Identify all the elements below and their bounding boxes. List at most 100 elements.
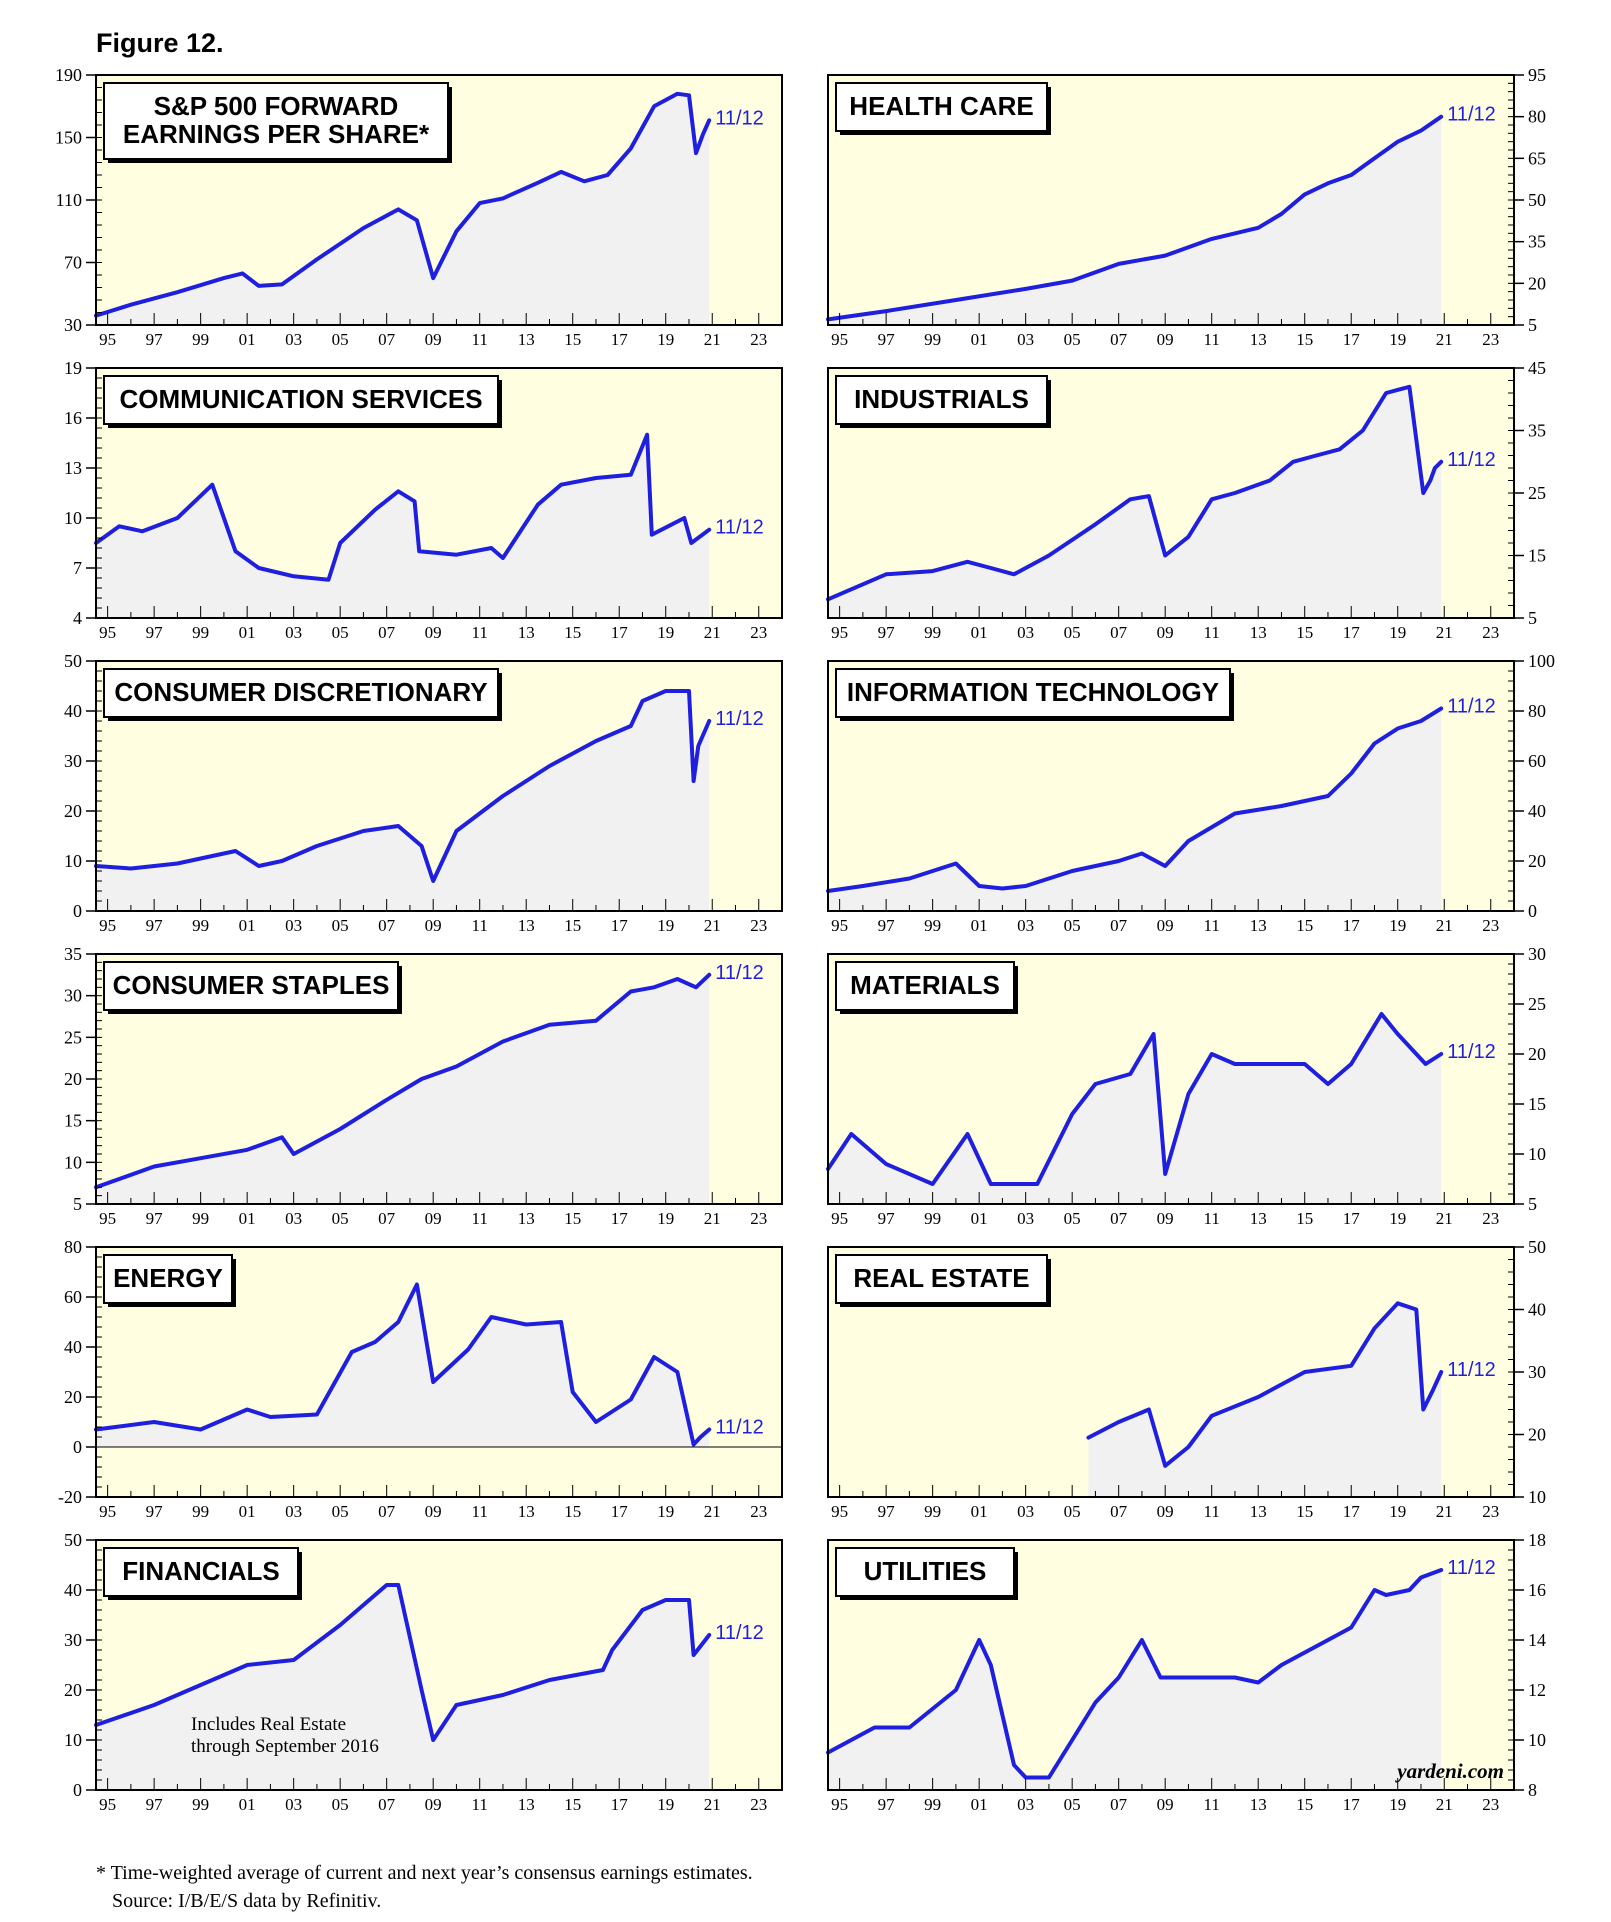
x-tick-label: 99 — [192, 1795, 209, 1814]
x-tick-label: 95 — [831, 916, 848, 935]
chart-title: MATERIALS — [850, 970, 1000, 1000]
x-tick-label: 05 — [332, 1502, 349, 1521]
y-tick-label: 60 — [64, 1287, 82, 1307]
chart-title: ENERGY — [113, 1263, 223, 1293]
x-tick-label: 21 — [1436, 330, 1453, 349]
x-tick-label: 03 — [285, 330, 302, 349]
y-tick-label: 40 — [1528, 801, 1546, 821]
y-tick-label: 20 — [64, 1387, 82, 1407]
x-tick-label: 03 — [285, 1795, 302, 1814]
x-tick-label: 09 — [425, 1209, 442, 1228]
y-tick-label: 10 — [64, 851, 82, 871]
end-date-label: 11/12 — [1447, 1557, 1496, 1579]
x-tick-label: 09 — [1157, 330, 1174, 349]
x-tick-label: 01 — [239, 1795, 256, 1814]
y-tick-label: 35 — [1528, 421, 1546, 441]
y-tick-label: 5 — [1528, 1194, 1537, 1214]
y-tick-label: 40 — [1528, 1300, 1546, 1320]
y-tick-label: 12 — [1528, 1680, 1546, 1700]
x-tick-label: 99 — [192, 623, 209, 642]
x-tick-label: 19 — [657, 916, 674, 935]
plot-frame — [95, 1246, 783, 1498]
y-tick-label: 10 — [64, 1730, 82, 1750]
x-tick-label: 03 — [1017, 1795, 1034, 1814]
x-tick-label: 13 — [518, 330, 535, 349]
y-tick-label: 25 — [1528, 994, 1546, 1014]
x-tick-label: 05 — [332, 1795, 349, 1814]
x-tick-label: 21 — [704, 1795, 721, 1814]
series-line — [94, 1282, 712, 1447]
x-tick-label: 03 — [1017, 1209, 1034, 1228]
x-tick-label: 17 — [1343, 916, 1361, 935]
y-tick-label: 30 — [1528, 944, 1546, 964]
x-tick-label: 17 — [1343, 623, 1361, 642]
x-tick-label: 07 — [1110, 1795, 1128, 1814]
x-tick-label: 99 — [924, 330, 941, 349]
x-tick-label: 07 — [378, 623, 396, 642]
title-box — [835, 1254, 1048, 1304]
y-tick-label: 13 — [64, 458, 82, 478]
x-tick-label: 23 — [1482, 1795, 1499, 1814]
chart-title: S&P 500 FORWARD — [154, 91, 399, 121]
plot-frame — [827, 660, 1515, 912]
y-tick-label: 20 — [64, 1680, 82, 1700]
x-tick-label: 15 — [564, 1502, 581, 1521]
x-tick-label: 01 — [239, 1502, 256, 1521]
x-tick-label: 05 — [1064, 623, 1081, 642]
y-tick-label: 50 — [1528, 190, 1546, 210]
y-tick-label: 16 — [64, 408, 82, 428]
x-tick-label: 11 — [1204, 1209, 1220, 1228]
x-tick-label: 05 — [1064, 1209, 1081, 1228]
title-box — [103, 82, 449, 160]
y-tick-label: 110 — [56, 190, 82, 210]
x-tick-label: 99 — [924, 623, 941, 642]
x-tick-label: 01 — [971, 1502, 988, 1521]
chart-annotation: Includes Real Estate — [191, 1714, 346, 1735]
chart-title: CONSUMER DISCRETIONARY — [114, 677, 487, 707]
title-box — [835, 961, 1015, 1011]
title-box — [103, 961, 399, 1011]
y-tick-label: 95 — [1528, 65, 1546, 85]
x-tick-label: 17 — [611, 330, 629, 349]
x-tick-label: 17 — [611, 1209, 629, 1228]
x-tick-label: 03 — [285, 623, 302, 642]
y-tick-label: 65 — [1528, 148, 1546, 168]
x-tick-label: 07 — [1110, 623, 1128, 642]
x-tick-label: 07 — [378, 916, 396, 935]
x-tick-label: 03 — [285, 1502, 302, 1521]
x-tick-label: 07 — [1110, 1502, 1128, 1521]
x-tick-label: 11 — [472, 1795, 488, 1814]
x-tick-label: 21 — [704, 1209, 721, 1228]
x-tick-label: 95 — [831, 1209, 848, 1228]
plot-frame — [827, 953, 1515, 1205]
y-tick-label: 18 — [1528, 1530, 1546, 1550]
x-tick-label: 05 — [1064, 1795, 1081, 1814]
end-date-label: 11/12 — [1447, 696, 1496, 718]
x-tick-label: 09 — [1157, 1795, 1174, 1814]
series-area — [828, 1014, 1442, 1204]
title-box — [103, 668, 499, 718]
title-box — [103, 1547, 299, 1597]
x-tick-label: 03 — [285, 916, 302, 935]
x-tick-label: 23 — [750, 916, 767, 935]
series-line — [94, 972, 712, 1190]
chart-title: EARNINGS PER SHARE* — [123, 119, 430, 149]
end-date-label: 11/12 — [715, 1622, 764, 1644]
x-tick-label: 11 — [472, 330, 488, 349]
x-tick-label: 23 — [1482, 916, 1499, 935]
y-tick-label: 35 — [64, 944, 82, 964]
x-tick-label: 23 — [750, 1502, 767, 1521]
x-tick-label: 21 — [1436, 1795, 1453, 1814]
title-box — [835, 375, 1048, 425]
x-tick-label: 99 — [192, 916, 209, 935]
chart-panel: 35 30 25 20 15 10 5 95 97 99 01 03 05 07 09 11 13 15 17 19 2… — [64, 944, 783, 1228]
y-tick-label: 30 — [64, 986, 82, 1006]
y-tick-label: 70 — [64, 253, 82, 273]
y-tick-label: 0 — [1528, 901, 1537, 921]
x-tick-label: 23 — [750, 1795, 767, 1814]
x-tick-label: 07 — [378, 1795, 396, 1814]
x-tick-label: 03 — [1017, 623, 1034, 642]
x-tick-label: 07 — [1110, 916, 1128, 935]
y-tick-label: 30 — [1528, 1362, 1546, 1382]
watermark: yardeni.com — [1394, 1759, 1504, 1783]
